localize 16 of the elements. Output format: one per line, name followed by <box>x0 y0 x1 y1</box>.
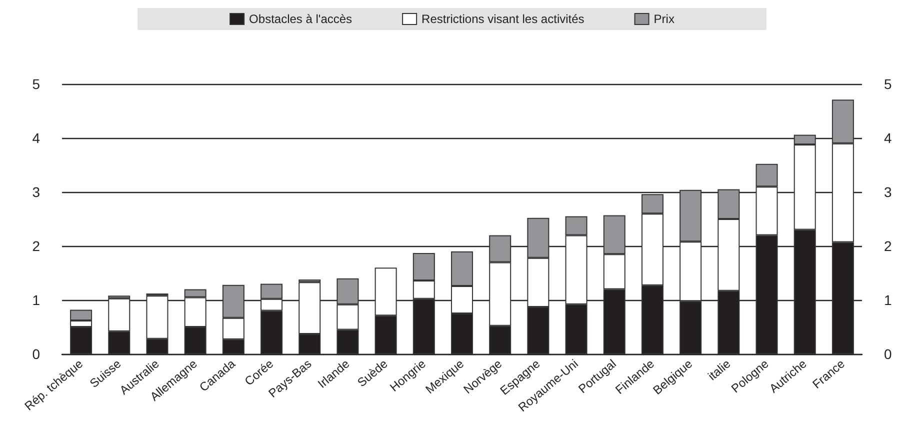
y-tick-label: 5 <box>32 76 40 92</box>
y2-tick-label: 4 <box>884 130 892 146</box>
y2-tick-label: 1 <box>884 292 892 308</box>
y2-tick-label: 5 <box>884 76 892 92</box>
y-tick-label: 0 <box>32 346 40 362</box>
y2-tick-label: 2 <box>884 238 892 254</box>
y-tick-label: 4 <box>32 130 40 146</box>
y2-tick-label: 3 <box>884 184 892 200</box>
y2-tick-label: 0 <box>884 346 892 362</box>
legend-label: Restrictions visant les activités <box>422 12 584 26</box>
x-tick-label: italie <box>705 356 734 384</box>
legend-label: Prix <box>654 12 674 26</box>
y-tick-label: 2 <box>32 238 40 254</box>
y-tick-label: 3 <box>32 184 40 200</box>
legend-label: Obstacles à l'accès <box>249 12 352 26</box>
y-tick-label: 1 <box>32 292 40 308</box>
